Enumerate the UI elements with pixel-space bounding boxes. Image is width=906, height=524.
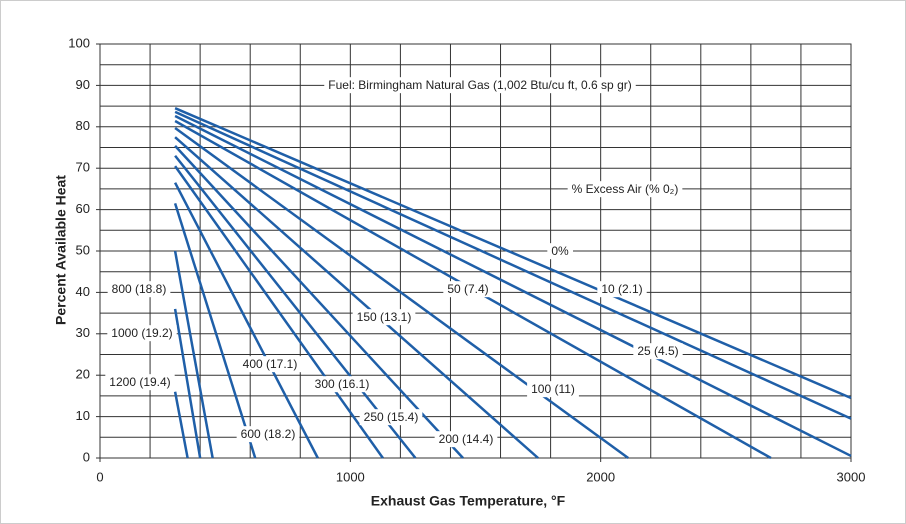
label-background [443,281,493,298]
y-tick-label: 70 [76,160,90,175]
line-label: 50 (7.4) [447,282,488,296]
y-tick-label: 0 [83,449,90,464]
series-line [174,165,384,459]
line-label: 1000 (19.2) [111,326,172,340]
label-background [105,374,175,391]
line-label: 400 (17.1) [243,357,298,371]
label-background [633,343,683,360]
line-label: 0% [551,244,569,258]
label-background [359,409,423,426]
y-tick-label: 50 [76,242,90,257]
series-line [173,182,319,459]
line-label: 600 (18.2) [241,427,296,441]
label-background [597,281,647,298]
series-line [173,391,189,459]
label-background [310,376,374,393]
y-tick-label: 90 [76,77,90,92]
label-background [434,431,498,448]
label-background [236,426,300,443]
y-tick-label: 60 [76,201,90,216]
line-label: 10 (2.1) [601,282,642,296]
line-label: 300 (16.1) [315,377,370,391]
series-line [173,250,214,459]
y-tick-label: 20 [76,367,90,382]
line-label: 250 (15.4) [364,410,419,424]
label-background [567,181,683,198]
series-line [174,155,417,459]
y-tick-label: 80 [76,118,90,133]
series-line [174,144,464,459]
line-label: 150 (13.1) [357,310,412,324]
annotation: Fuel: Birmingham Natural Gas (1,002 Btu/… [328,78,631,92]
series-line [174,107,852,400]
line-label: 200 (14.4) [439,432,494,446]
series-line [174,114,852,458]
label-background [527,381,579,398]
series-line [174,136,539,459]
x-tick-label: 0 [96,469,103,484]
series-line [173,308,202,459]
series-line [174,110,852,420]
y-axis-title: Percent Available Heat [53,175,69,325]
line-label: 100 (11) [531,382,575,396]
y-tick-label: 10 [76,408,90,423]
x-tick-label: 3000 [837,469,866,484]
annotation: % Excess Air (% 0₂) [572,182,679,196]
label-background [547,243,574,260]
line-label: 25 (4.5) [637,344,678,358]
y-tick-label: 100 [68,35,90,50]
y-tick-label: 30 [76,325,90,340]
x-tick-label: 1000 [336,469,365,484]
label-background [238,356,302,373]
line-label: 800 (18.8) [112,282,167,296]
y-tick-label: 40 [76,284,90,299]
label-background [107,325,177,342]
label-background [324,77,636,94]
x-axis-title: Exhaust Gas Temperature, °F [371,493,566,509]
label-background [107,281,171,298]
series-line [173,203,257,459]
series-line [174,127,629,460]
label-background [352,309,416,326]
line-label: 1200 (19.4) [109,375,170,389]
x-tick-label: 2000 [586,469,615,484]
